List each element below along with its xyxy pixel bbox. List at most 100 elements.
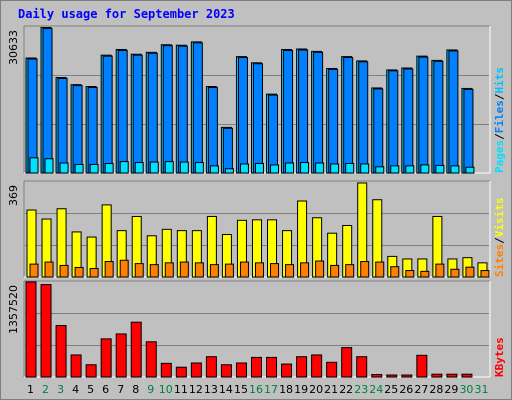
files-bar (433, 60, 444, 174)
files-bar (162, 45, 173, 174)
sites-bar (89, 268, 99, 278)
sites-bar (149, 264, 159, 278)
files-bar (298, 49, 309, 174)
kbytes-bar (55, 325, 67, 378)
legend-separator: / (493, 237, 506, 244)
sites-bar (465, 266, 475, 278)
pages-bar (44, 158, 54, 174)
kbytes-bar (356, 356, 368, 378)
files-bar (403, 68, 414, 174)
pages-bar (315, 162, 325, 174)
sites-bar (194, 262, 204, 278)
pages-bar (435, 164, 445, 174)
day-label: 15 (234, 383, 248, 396)
files-bar (192, 42, 203, 174)
panel-2-ymax-label: 369 (7, 185, 20, 206)
pages-bar (134, 162, 144, 174)
day-label: 12 (189, 383, 203, 396)
kbytes-bar (115, 333, 127, 378)
pages-bar (104, 162, 114, 174)
kbytes-bar (296, 356, 308, 378)
day-label: 29 (444, 383, 458, 396)
pages-bar (465, 166, 475, 174)
files-bar (117, 49, 128, 174)
files-bar (42, 28, 53, 174)
sites-bar (179, 261, 189, 278)
kbytes-bar (70, 354, 82, 378)
kbytes-bar (266, 356, 278, 378)
day-label: 28 (429, 383, 443, 396)
day-label: 23 (354, 383, 368, 396)
files-bar (328, 68, 339, 174)
pages-bar (450, 165, 460, 174)
sites-bar (59, 264, 69, 278)
files-bar (252, 63, 263, 174)
pages-bar (29, 157, 39, 174)
day-label: 6 (102, 383, 109, 396)
kbytes-bar (220, 364, 232, 378)
day-label: 4 (72, 383, 79, 396)
pages-bar (330, 163, 340, 174)
kbytes-bar (311, 354, 323, 378)
pages-bar (224, 168, 234, 174)
sites-bar (270, 263, 280, 278)
pages-bar (405, 165, 415, 174)
pages-bar (89, 163, 99, 174)
pages-bar (300, 162, 310, 174)
files-bar (132, 54, 143, 174)
day-label: 17 (264, 383, 278, 396)
kbytes-bar (386, 374, 398, 378)
pages-bar (119, 161, 129, 174)
day-label: 9 (147, 383, 154, 396)
kbytes-bar (416, 354, 428, 378)
legend-separator: / (493, 133, 506, 140)
panel-3-ymax-label: 1357520 (7, 285, 20, 334)
day-label: 25 (384, 383, 398, 396)
kbytes-bar (326, 361, 338, 378)
panel-3-legend: KBytes (493, 337, 506, 377)
files-bar (373, 88, 384, 174)
files-bar (358, 61, 369, 174)
day-label: 13 (204, 383, 218, 396)
pages-bar (239, 163, 249, 174)
files-bar (57, 77, 68, 174)
day-label: 21 (324, 383, 338, 396)
day-label: 30 (459, 383, 473, 396)
pages-bar (74, 163, 84, 174)
day-label: 7 (117, 383, 124, 396)
day-label: 20 (309, 383, 323, 396)
kbytes-bar (446, 373, 458, 378)
files-bar (177, 45, 188, 174)
sites-bar (420, 270, 430, 278)
pages-bar (360, 163, 370, 174)
kbytes-bar (175, 366, 187, 378)
files-bar (207, 86, 218, 174)
sites-bar (390, 266, 400, 278)
legend-separator: / (493, 93, 506, 100)
sites-bar (315, 260, 325, 278)
pages-bar (420, 164, 430, 174)
day-label: 24 (369, 383, 383, 396)
sites-bar (285, 264, 295, 278)
pages-bar (390, 165, 400, 174)
day-label: 1 (27, 383, 34, 396)
kbytes-bar (145, 341, 157, 378)
day-label: 8 (132, 383, 139, 396)
files-bar (418, 56, 429, 174)
day-label: 26 (399, 383, 413, 396)
kbytes-bar (100, 338, 112, 378)
pages-bar (254, 162, 264, 174)
files-bar (268, 94, 279, 174)
day-label: 16 (249, 383, 263, 396)
legend-kbytes: KBytes (493, 337, 506, 377)
sites-bar (480, 270, 490, 278)
panel-1-ymax-label: 30633 (7, 30, 20, 65)
sites-bar (405, 270, 415, 278)
files-bar (388, 70, 399, 174)
files-bar (72, 85, 83, 174)
sites-bar (134, 263, 144, 278)
sites-bar (375, 261, 385, 278)
sites-bar (435, 263, 445, 278)
pages-bar (209, 165, 219, 174)
files-bar (222, 127, 233, 174)
